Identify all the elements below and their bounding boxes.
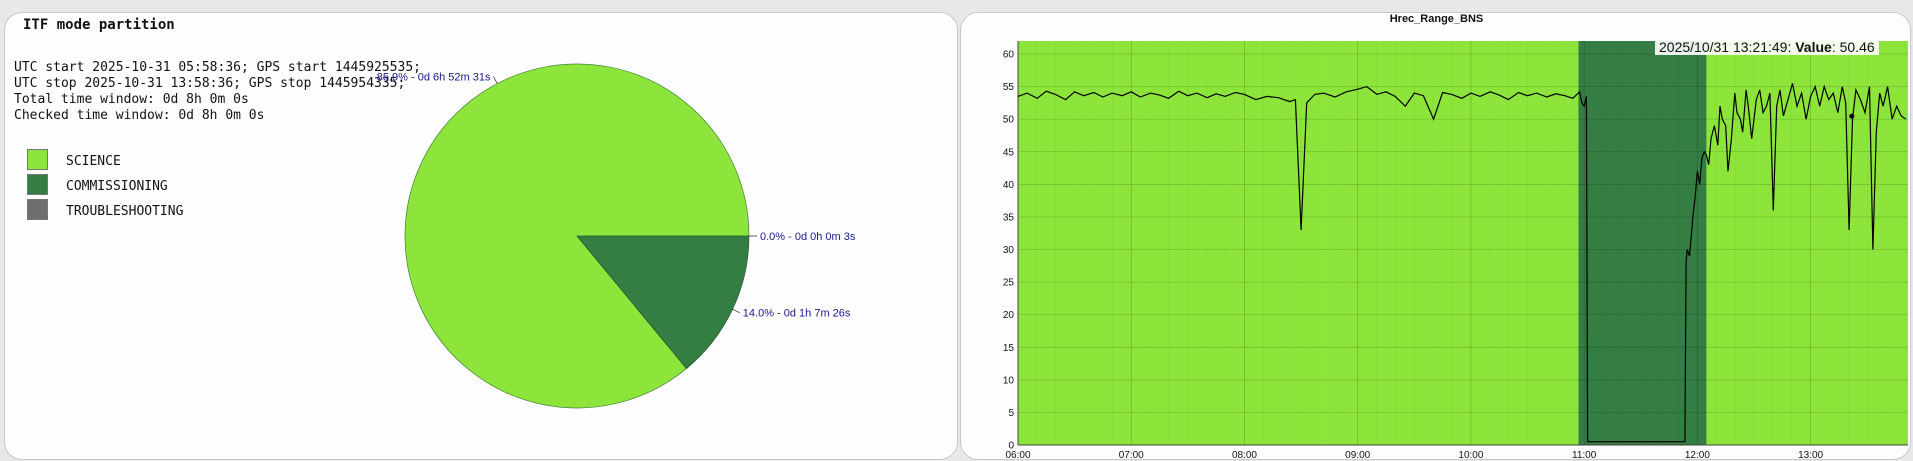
mode-band-science-0 bbox=[1018, 41, 1579, 445]
x-tick-label-09:00: 09:00 bbox=[1345, 450, 1370, 460]
y-tick-label-60: 60 bbox=[1003, 50, 1015, 61]
x-tick-label-08:00: 08:00 bbox=[1232, 450, 1257, 460]
y-tick-label-15: 15 bbox=[1003, 343, 1015, 354]
y-tick-label-25: 25 bbox=[1003, 278, 1015, 289]
line-chart-title: Hrec_Range_BNS bbox=[1389, 13, 1484, 25]
y-tick-label-20: 20 bbox=[1003, 310, 1015, 321]
x-tick-label-10:00: 10:00 bbox=[1458, 450, 1483, 460]
pie-label-science: 85.9% - 0d 6h 52m 31s bbox=[377, 72, 491, 84]
x-tick-label-12:00: 12:00 bbox=[1685, 450, 1710, 460]
pie-chart: 85.9% - 0d 6h 52m 31s 14.0% - 0d 1h 7m 2… bbox=[377, 63, 856, 409]
x-tick-label-13:00: 13:00 bbox=[1798, 450, 1823, 460]
legend-label-commissioning: COMMISSIONING bbox=[66, 179, 168, 194]
x-tick-label-11:00: 11:00 bbox=[1572, 450, 1597, 460]
value-tooltip: 2025/10/31 13:21:49: Value: 50.46 bbox=[1655, 39, 1879, 55]
info-line-utc-start: UTC start 2025-10-31 05:58:36; GPS start… bbox=[14, 60, 421, 75]
series-line-hrec-range-bns bbox=[1017, 83, 1907, 443]
pie-label-troubleshooting: 0.0% - 0d 0h 0m 3s bbox=[760, 231, 856, 243]
y-tick-label-30: 30 bbox=[1003, 245, 1015, 256]
legend-label-troubleshooting: TROUBLESHOOTING bbox=[66, 204, 184, 219]
info-line-total-window: Total time window: 0d 8h 0m 0s bbox=[14, 92, 249, 107]
y-tick-label-10: 10 bbox=[1003, 375, 1015, 386]
legend-swatch-troubleshooting bbox=[27, 199, 48, 220]
pie-chart-title: ITF mode partition bbox=[23, 17, 175, 33]
y-tick-label-55: 55 bbox=[1003, 82, 1015, 93]
pie-slice-commissioning bbox=[576, 235, 750, 370]
tooltip-value: 50.46 bbox=[1839, 39, 1875, 55]
line-chart: 0 5 10 15 20 25 30 35 40 45 50 55 60 06:00 07:00 08:00… bbox=[1003, 41, 1908, 460]
y-tick-label-35: 35 bbox=[1003, 212, 1015, 223]
legend-swatch-commissioning bbox=[27, 174, 48, 195]
hover-marker bbox=[1849, 113, 1855, 119]
info-line-utc-stop: UTC stop 2025-10-31 13:58:36; GPS stop 1… bbox=[14, 76, 406, 91]
tooltip-label: Value bbox=[1795, 39, 1832, 55]
y-tick-label-45: 45 bbox=[1003, 147, 1015, 158]
mode-band-commissioning-1 bbox=[1578, 41, 1707, 445]
info-line-checked-window: Checked time window: 0d 8h 0m 0s bbox=[14, 108, 265, 123]
y-tick-label-40: 40 bbox=[1003, 180, 1015, 191]
leader-line-science bbox=[493, 76, 498, 84]
pie-label-commissioning: 14.0% - 0d 1h 7m 26s bbox=[743, 308, 851, 320]
legend-swatch-science bbox=[27, 149, 48, 170]
leader-line-commissioning bbox=[732, 308, 740, 314]
mode-partition-panel: ITF mode partition UTC start 2025-10-31 … bbox=[4, 12, 958, 460]
y-tick-label-5: 5 bbox=[1008, 408, 1014, 419]
y-tick-label-50: 50 bbox=[1003, 115, 1015, 126]
mode-band-science-2 bbox=[1706, 41, 1908, 445]
x-tick-label-07:00: 07:00 bbox=[1119, 450, 1144, 460]
tooltip-time: 2025/10/31 13:21:49: bbox=[1659, 39, 1792, 55]
range-chart-panel: Hrec_Range_BNS 0 5 10 15 20 25 30 35 40 45 50 55 60 … bbox=[960, 12, 1911, 460]
legend-label-science: SCIENCE bbox=[66, 154, 121, 169]
x-tick-label-06:00: 06:00 bbox=[1005, 450, 1030, 460]
y-tick-label-0: 0 bbox=[1008, 441, 1014, 452]
